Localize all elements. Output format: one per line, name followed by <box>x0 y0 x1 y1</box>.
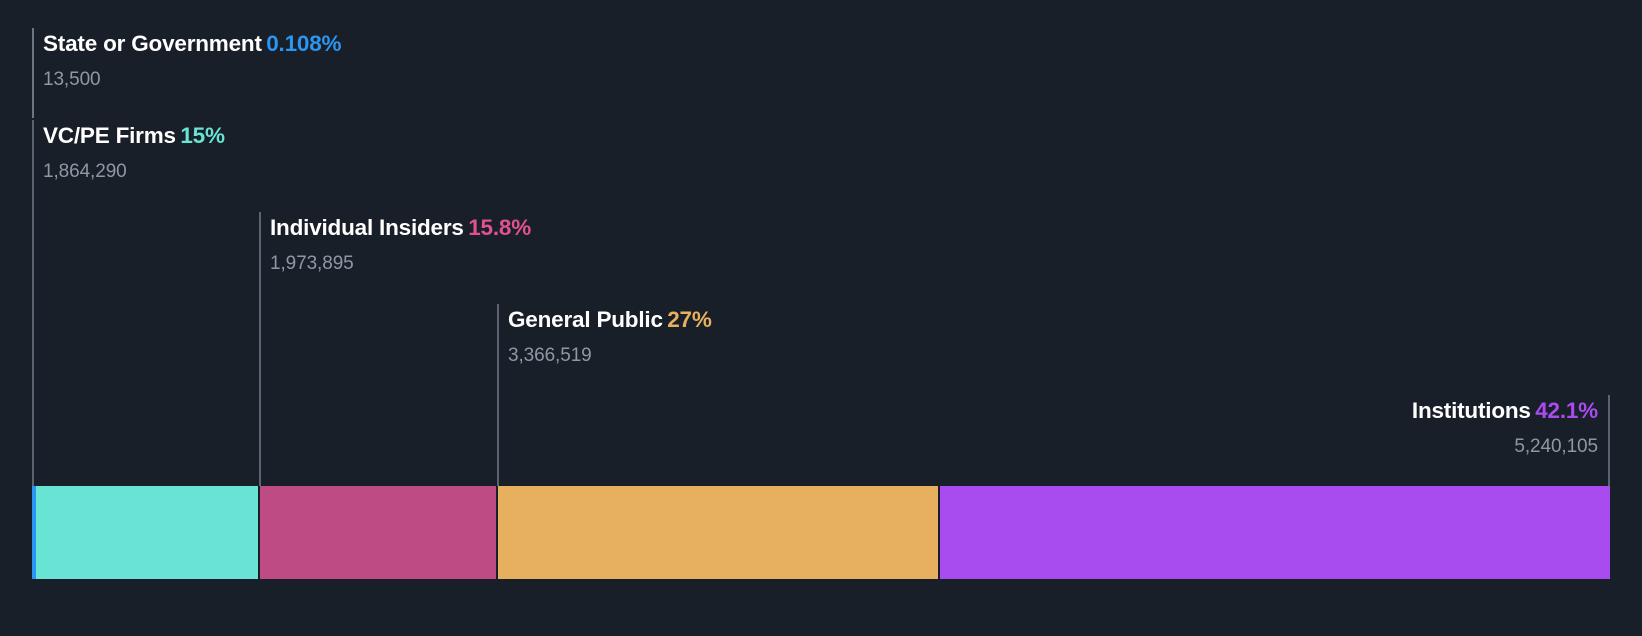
label-line-individual-insiders: Individual Insiders 15.8% <box>270 215 532 240</box>
label-line-state-or-government: State or Government 0.108% <box>43 31 342 56</box>
segment-percent-vc-pe-firms: 15% <box>180 123 225 148</box>
bar-segment-institutions[interactable] <box>940 486 1610 579</box>
label-group-institutions: Institutions 42.1% 5,240,105 <box>1100 398 1610 458</box>
segment-name-vc-pe-firms: VC/PE Firms <box>43 123 176 148</box>
segment-value-state-or-government: 13,500 <box>43 68 101 90</box>
bar-segment-state-or-government[interactable] <box>32 486 36 579</box>
segment-name-individual-insiders: Individual Insiders <box>270 215 464 240</box>
label-line-institutions: Institutions 42.1% <box>1100 398 1598 423</box>
segment-name-institutions: Institutions <box>1411 398 1531 423</box>
segment-value-institutions: 5,240,105 <box>1514 435 1598 457</box>
label-group-state-or-government: State or Government 0.108% 13,500 <box>32 31 342 91</box>
segment-value-vc-pe-firms: 1,864,290 <box>43 160 127 182</box>
segment-percent-individual-insiders: 15.8% <box>468 215 532 240</box>
bar-segment-vc-pe-firms[interactable] <box>36 486 258 579</box>
tick-line-institutions <box>1608 395 1610 486</box>
tick-line-vc-pe-firms <box>32 120 34 486</box>
tick-line-individual-insiders <box>259 212 261 486</box>
segment-value-general-public: 3,366,519 <box>508 344 592 366</box>
bar-segment-general-public[interactable] <box>498 486 938 579</box>
stacked-bar <box>32 486 1610 579</box>
label-line-general-public: General Public 27% <box>508 307 712 332</box>
label-group-individual-insiders: Individual Insiders 15.8% 1,973,895 <box>259 215 532 275</box>
segment-percent-institutions: 42.1% <box>1535 398 1598 423</box>
segment-name-general-public: General Public <box>508 307 663 332</box>
tick-line-state-or-government <box>32 28 34 118</box>
bar-segment-individual-insiders[interactable] <box>260 486 496 579</box>
label-line-vc-pe-firms: VC/PE Firms 15% <box>43 123 225 148</box>
segment-name-state-or-government: State or Government <box>43 31 262 56</box>
tick-line-general-public <box>497 304 499 486</box>
segment-percent-general-public: 27% <box>667 307 712 332</box>
label-group-general-public: General Public 27% 3,366,519 <box>497 307 712 367</box>
segment-value-individual-insiders: 1,973,895 <box>270 252 354 274</box>
segment-percent-state-or-government: 0.108% <box>266 31 342 56</box>
label-group-vc-pe-firms: VC/PE Firms 15% 1,864,290 <box>32 123 225 183</box>
